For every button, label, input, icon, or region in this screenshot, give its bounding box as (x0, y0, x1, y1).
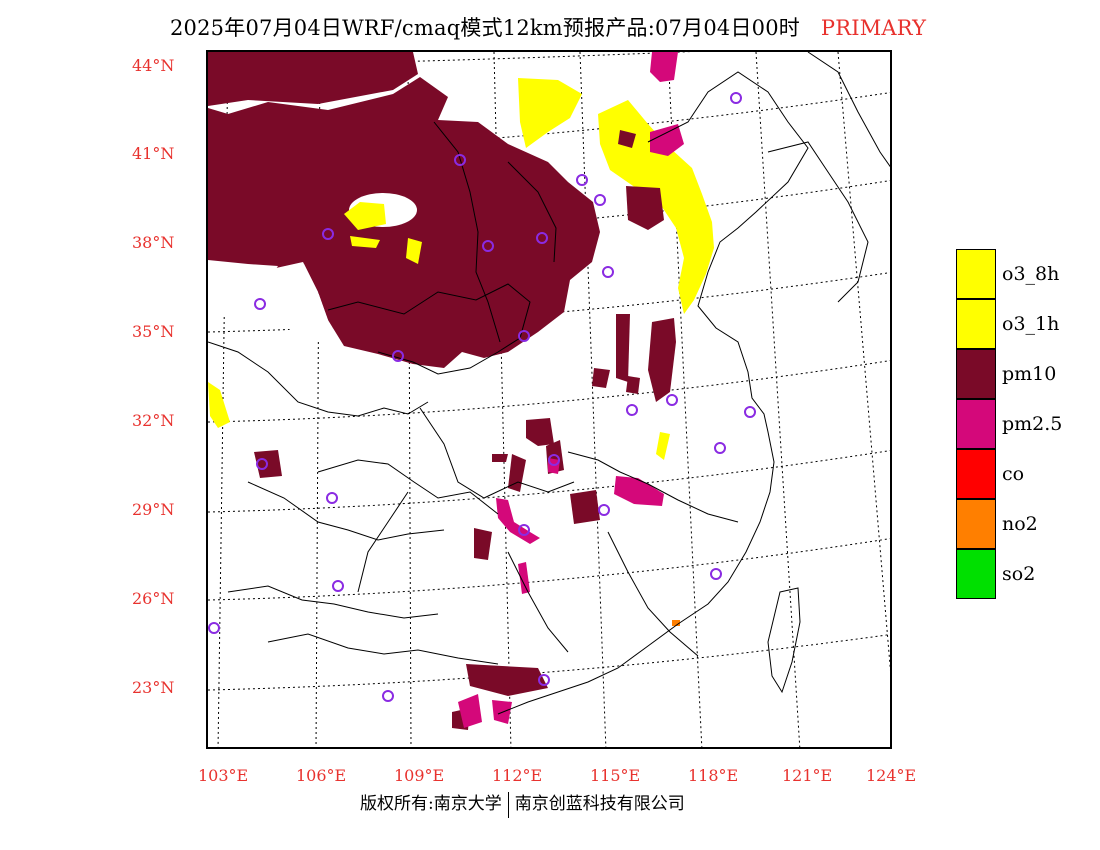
legend-swatch (956, 399, 996, 449)
legend-label: so2 (1002, 563, 1036, 585)
lon-label-124: 124°E (866, 766, 917, 785)
copyright-right: 南京创蓝科技有限公司 (514, 794, 685, 814)
coastline (497, 71, 809, 715)
lon-label-115: 115°E (590, 766, 641, 785)
footer-separator (507, 791, 509, 818)
title-main: 2025年07月04日WRF/cmaq模式12km预报产品:07月04日00时 (170, 16, 800, 40)
lat-label-38: 38°N (132, 233, 175, 252)
lat-label-41: 41°N (132, 144, 175, 163)
lon-label-121: 121°E (782, 766, 833, 785)
legend-label: pm10 (1002, 363, 1057, 385)
lon-label-109: 109°E (394, 766, 445, 785)
copyright-footer: 版权所有:南京大学 南京创蓝科技有限公司 (360, 789, 685, 818)
lon-label-103: 103°E (198, 766, 249, 785)
legend-swatch (956, 449, 996, 499)
lat-label-32: 32°N (132, 411, 175, 430)
lat-label-29: 29°N (132, 500, 175, 519)
boundaries (208, 121, 739, 665)
map-frame[interactable] (206, 50, 892, 749)
lat-label-44: 44°N (132, 56, 175, 75)
coastline-north (767, 52, 890, 303)
map-canvas (208, 52, 890, 747)
legend-swatch (956, 249, 996, 299)
lon-label-112: 112°E (492, 766, 543, 785)
title-tag: PRIMARY (820, 16, 927, 40)
legend-label: no2 (1002, 513, 1038, 535)
lat-label-35: 35°N (132, 322, 175, 341)
legend-swatch (956, 349, 996, 399)
no2-patch (672, 620, 680, 626)
lat-label-23: 23°N (132, 678, 175, 697)
legend-label: o3_1h (1002, 313, 1060, 335)
lon-label-118: 118°E (688, 766, 739, 785)
legend-label: o3_8h (1002, 263, 1060, 285)
legend-label: co (1002, 463, 1025, 485)
legend-swatch (956, 549, 996, 599)
taiwan-outline (767, 587, 801, 694)
map-title: 2025年07月04日WRF/cmaq模式12km预报产品:07月04日00时 … (170, 12, 926, 42)
legend-swatch (956, 499, 996, 549)
o3-regions (208, 78, 714, 460)
city-markers (208, 92, 756, 702)
lat-label-26: 26°N (132, 589, 175, 608)
copyright-left: 版权所有:南京大学 (360, 794, 502, 814)
legend-swatch (956, 299, 996, 349)
pm10-patches (254, 130, 676, 730)
lon-label-106: 106°E (296, 766, 347, 785)
legend-label: pm2.5 (1002, 413, 1063, 435)
